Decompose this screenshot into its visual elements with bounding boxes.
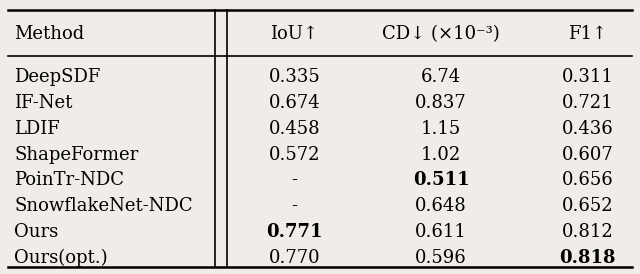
Text: Ours: Ours bbox=[14, 223, 58, 241]
Text: 0.721: 0.721 bbox=[562, 94, 614, 112]
Text: IF-Net: IF-Net bbox=[14, 94, 72, 112]
Text: 0.596: 0.596 bbox=[415, 249, 467, 267]
Text: CD↓ (×10⁻³): CD↓ (×10⁻³) bbox=[382, 25, 500, 43]
Text: 0.611: 0.611 bbox=[415, 223, 467, 241]
Text: 0.436: 0.436 bbox=[562, 120, 614, 138]
Text: 6.74: 6.74 bbox=[421, 68, 461, 86]
Text: 0.770: 0.770 bbox=[269, 249, 321, 267]
Text: F1↑: F1↑ bbox=[568, 25, 607, 43]
Text: IoU↑: IoU↑ bbox=[271, 25, 319, 43]
Text: 1.15: 1.15 bbox=[421, 120, 461, 138]
Text: 0.607: 0.607 bbox=[562, 145, 614, 164]
Text: 0.771: 0.771 bbox=[266, 223, 323, 241]
Text: 0.511: 0.511 bbox=[413, 172, 469, 189]
Text: PoinTr-NDC: PoinTr-NDC bbox=[14, 172, 124, 189]
Text: -: - bbox=[291, 197, 298, 215]
Text: 0.652: 0.652 bbox=[562, 197, 614, 215]
Text: SnowflakeNet-NDC: SnowflakeNet-NDC bbox=[14, 197, 193, 215]
Text: Method: Method bbox=[14, 25, 84, 43]
Text: LDIF: LDIF bbox=[14, 120, 60, 138]
Text: 0.818: 0.818 bbox=[559, 249, 616, 267]
Text: 1.02: 1.02 bbox=[421, 145, 461, 164]
Text: 0.837: 0.837 bbox=[415, 94, 467, 112]
Text: 0.311: 0.311 bbox=[562, 68, 614, 86]
Text: DeepSDF: DeepSDF bbox=[14, 68, 100, 86]
Text: 0.674: 0.674 bbox=[269, 94, 321, 112]
Text: 0.656: 0.656 bbox=[562, 172, 614, 189]
Text: Ours(opt.): Ours(opt.) bbox=[14, 249, 108, 267]
Text: 0.648: 0.648 bbox=[415, 197, 467, 215]
Text: ShapeFormer: ShapeFormer bbox=[14, 145, 138, 164]
Text: 0.572: 0.572 bbox=[269, 145, 320, 164]
Text: -: - bbox=[291, 172, 298, 189]
Text: 0.458: 0.458 bbox=[269, 120, 321, 138]
Text: 0.812: 0.812 bbox=[562, 223, 614, 241]
Text: 0.335: 0.335 bbox=[269, 68, 321, 86]
